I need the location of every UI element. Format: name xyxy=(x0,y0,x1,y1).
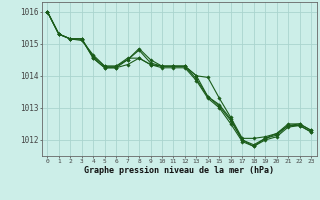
X-axis label: Graphe pression niveau de la mer (hPa): Graphe pression niveau de la mer (hPa) xyxy=(84,166,274,175)
